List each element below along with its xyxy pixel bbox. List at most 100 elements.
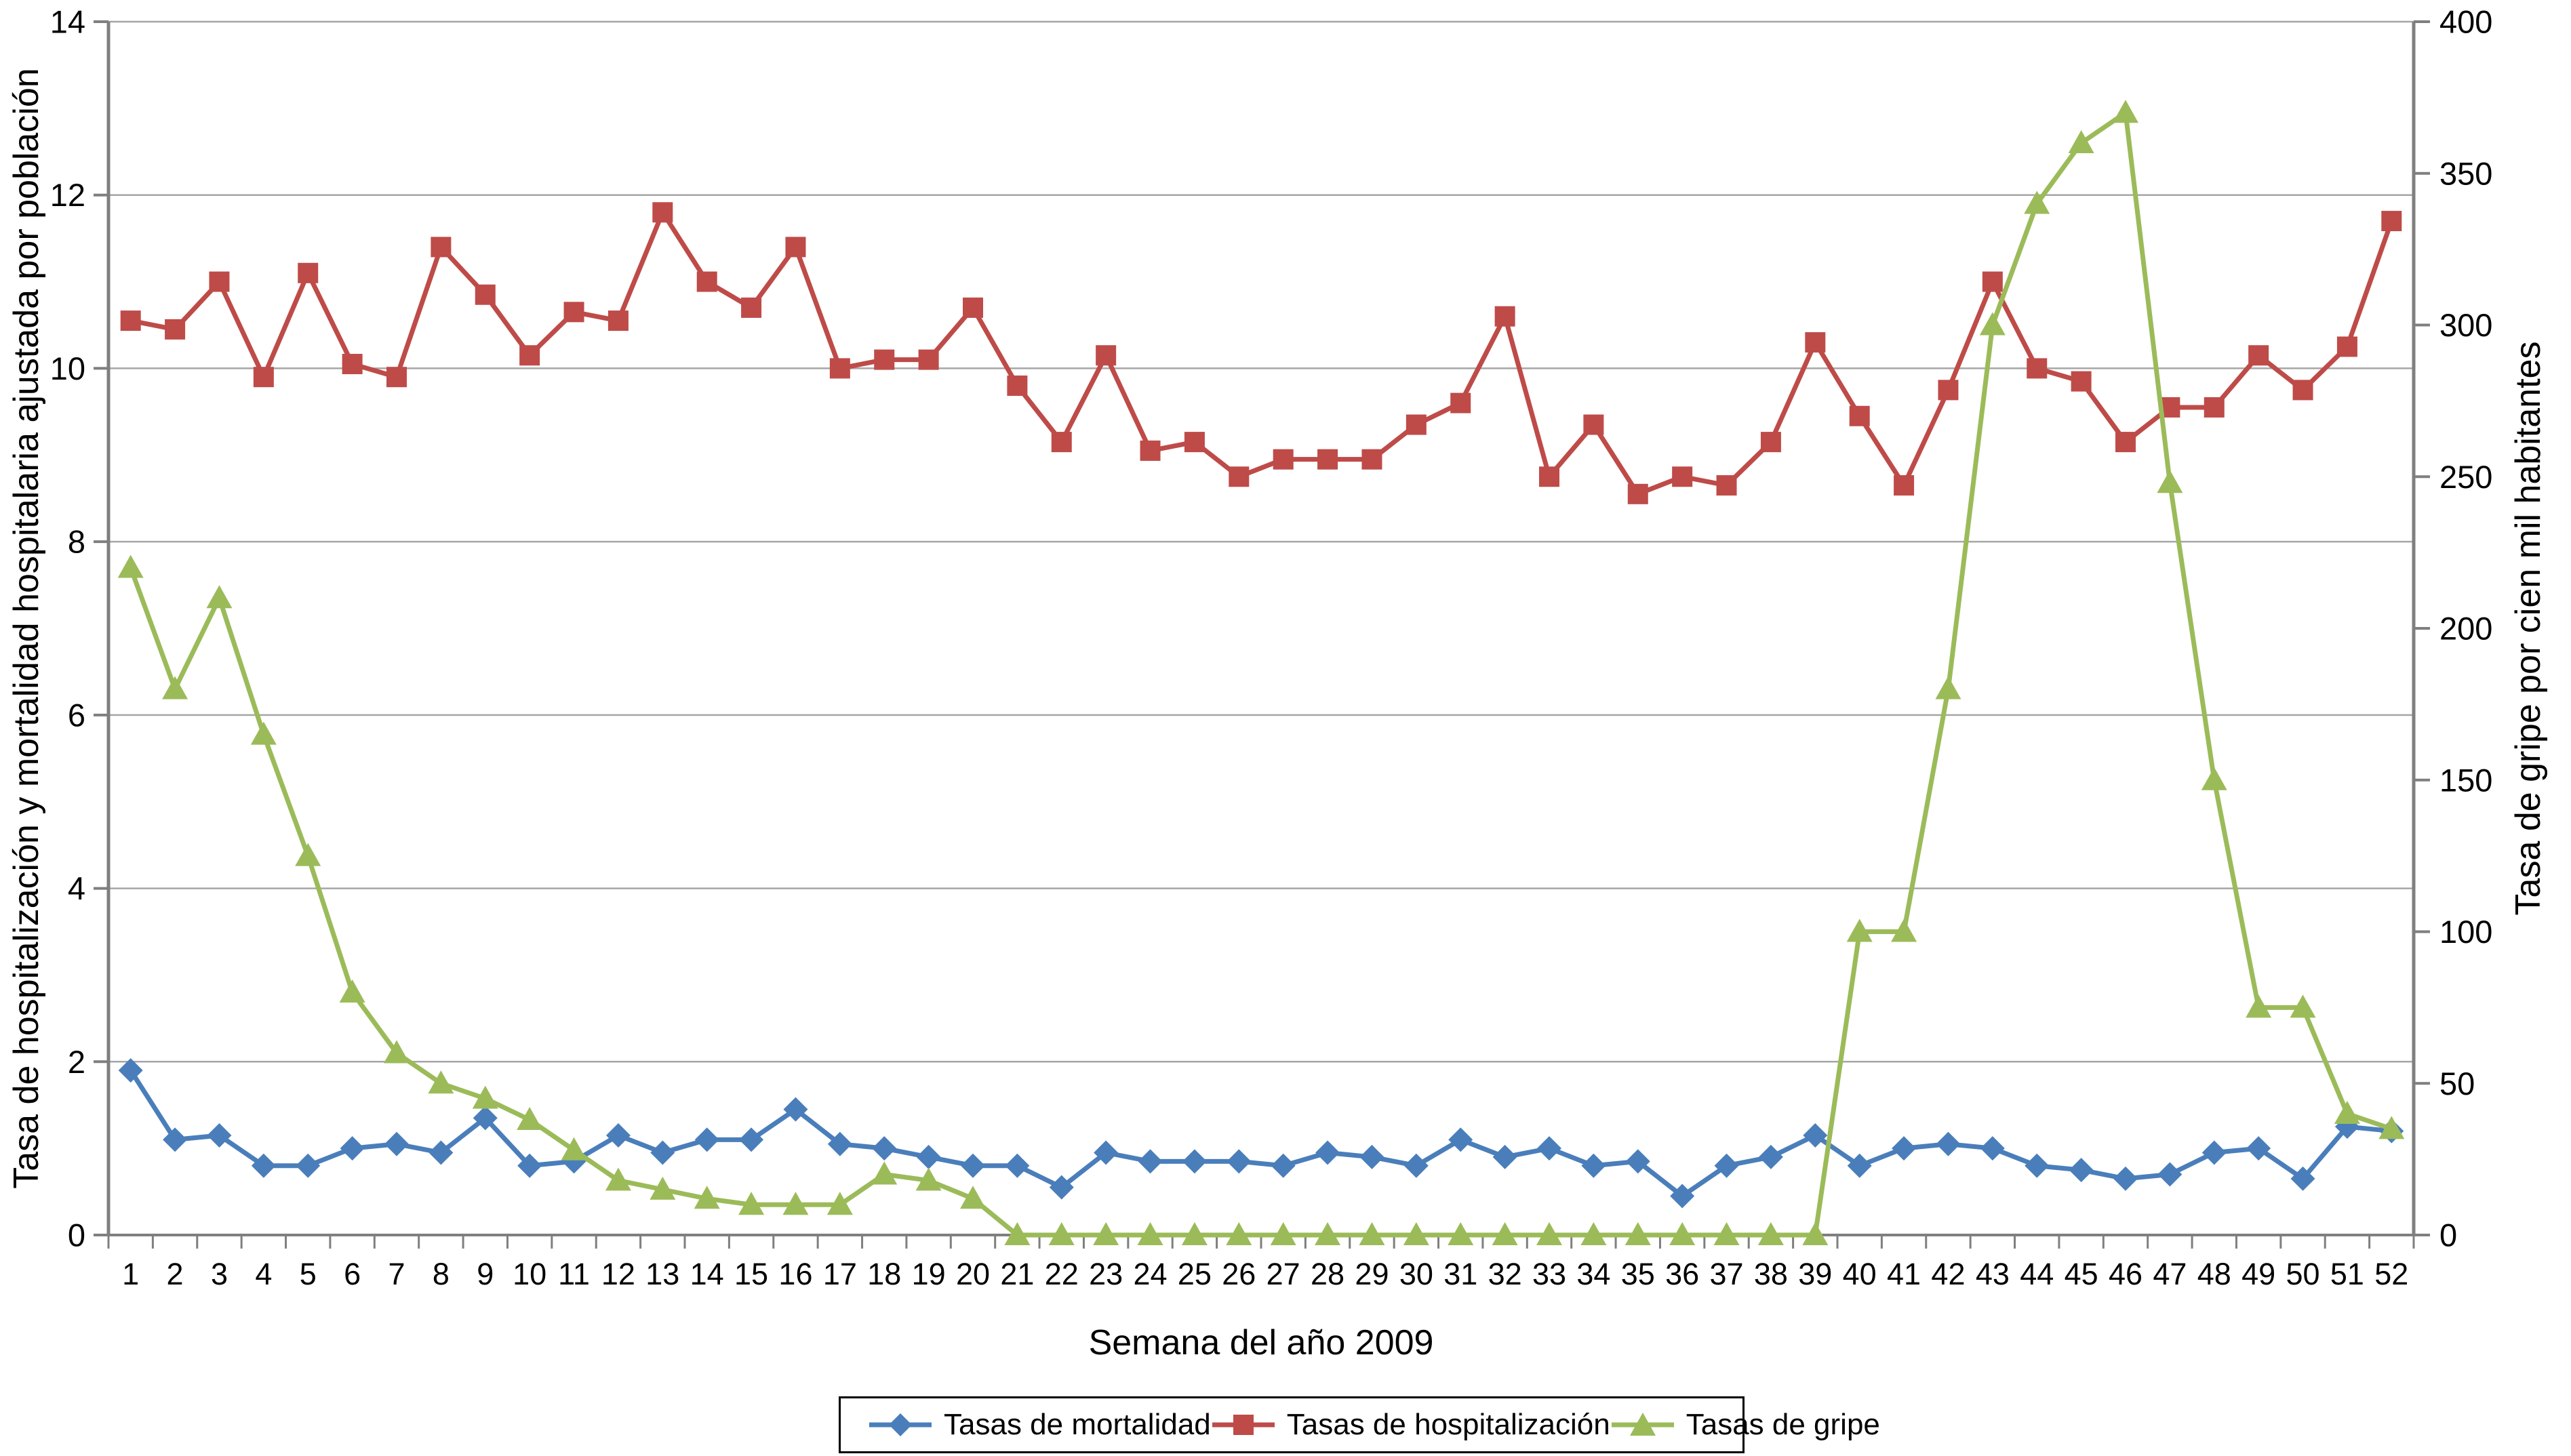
data-point-diamond-week-29: [1359, 1144, 1384, 1169]
data-point-triangle-week-34: [1580, 1222, 1607, 1245]
x-tick-label-week-32: 32: [1488, 1257, 1522, 1291]
x-tick-label-week-30: 30: [1399, 1257, 1433, 1291]
data-point-square-week-26: [1229, 466, 1250, 487]
x-tick-label-week-6: 6: [344, 1257, 361, 1291]
x-tick-label-week-14: 14: [690, 1257, 724, 1291]
data-point-triangle-week-24: [1137, 1222, 1163, 1245]
data-point-square-week-35: [1627, 483, 1648, 504]
data-point-diamond-week-20: [961, 1153, 985, 1178]
y-axis-title-left: Tasa de hospitalización y mortalidad hos…: [7, 68, 46, 1188]
series-tasas-de-gripe: [117, 100, 2405, 1245]
data-point-diamond-week-7: [384, 1131, 409, 1156]
data-point-square-week-45: [2071, 371, 2092, 392]
data-point-square-week-25: [1184, 432, 1205, 453]
data-point-square-week-30: [1406, 414, 1427, 435]
data-point-triangle-week-28: [1315, 1222, 1341, 1245]
data-point-triangle-week-33: [1536, 1222, 1562, 1245]
data-point-diamond-week-27: [1271, 1153, 1296, 1178]
data-point-diamond-week-48: [2201, 1140, 2227, 1165]
x-tick-label-week-3: 3: [211, 1257, 228, 1291]
data-point-triangle-week-20: [960, 1186, 986, 1209]
data-point-triangle-week-7: [384, 1040, 410, 1064]
y-right-tick-label-0: 0: [2439, 1217, 2457, 1253]
data-point-diamond-week-43: [1980, 1136, 2005, 1161]
y-right-tick-label-350: 350: [2439, 155, 2492, 191]
data-point-square-week-39: [1805, 332, 1826, 353]
x-tick-label-week-19: 19: [912, 1257, 946, 1291]
data-point-square-week-42: [1938, 380, 1959, 401]
data-point-triangle-week-3: [206, 585, 233, 609]
data-point-diamond-week-46: [2113, 1166, 2138, 1191]
data-point-triangle-week-16: [782, 1192, 809, 1215]
mortalidad-diamond-marker-icon: [869, 1413, 932, 1436]
data-point-square-week-36: [1672, 466, 1693, 487]
data-point-diamond-week-13: [650, 1140, 675, 1165]
data-point-square-week-16: [785, 237, 806, 258]
x-tick-label-week-20: 20: [956, 1257, 990, 1291]
data-point-triangle-week-1: [117, 554, 144, 578]
x-tick-label-week-4: 4: [255, 1257, 272, 1291]
data-point-square-week-10: [519, 345, 540, 366]
data-point-diamond-week-49: [2246, 1136, 2271, 1161]
y-left-tick-label-10: 10: [50, 350, 85, 386]
series-line: [128, 110, 2393, 1238]
data-point-diamond-week-30: [1403, 1153, 1429, 1178]
data-point-triangle-week-44: [2024, 190, 2050, 214]
x-tick-label-week-35: 35: [1621, 1257, 1655, 1291]
y-left-tick-label-8: 8: [68, 524, 85, 560]
data-point-diamond-week-3: [207, 1123, 232, 1148]
series-line: [128, 1069, 2392, 1198]
x-tick-label-week-23: 23: [1089, 1257, 1123, 1291]
x-tick-label-week-27: 27: [1267, 1257, 1300, 1291]
x-tick-label-week-44: 44: [2020, 1257, 2054, 1291]
data-point-diamond-week-32: [1492, 1144, 1517, 1169]
series-tasas-de-hospitalizaci-n: [120, 202, 2402, 504]
data-point-square-week-34: [1583, 414, 1604, 435]
data-point-triangle-week-13: [650, 1176, 676, 1200]
y-right-tick-label-300: 300: [2439, 307, 2492, 343]
data-point-diamond-week-37: [1714, 1153, 1739, 1178]
data-point-triangle-week-40: [1846, 918, 1873, 942]
x-tick-label-week-17: 17: [823, 1257, 857, 1291]
data-point-square-week-33: [1539, 466, 1559, 487]
data-point-square-week-9: [475, 284, 496, 305]
data-point-diamond-week-1: [118, 1058, 143, 1083]
x-tick-label-week-33: 33: [1532, 1257, 1566, 1291]
data-point-triangle-week-18: [871, 1161, 898, 1185]
data-point-triangle-week-6: [339, 979, 365, 1003]
x-tick-label-week-50: 50: [2286, 1257, 2320, 1291]
data-series: [117, 100, 2405, 1245]
data-point-triangle-week-8: [428, 1070, 454, 1094]
data-point-triangle-week-43: [1979, 312, 2006, 336]
data-point-square-week-13: [652, 202, 673, 223]
x-tick-label-week-11: 11: [558, 1257, 590, 1291]
data-point-triangle-week-27: [1270, 1222, 1296, 1245]
data-point-diamond-week-28: [1315, 1140, 1340, 1165]
data-point-square-week-17: [829, 358, 850, 379]
x-tick-label-week-26: 26: [1222, 1257, 1256, 1291]
data-point-diamond-week-26: [1227, 1149, 1252, 1174]
data-point-diamond-week-41: [1892, 1136, 1917, 1161]
axes: [94, 20, 2430, 1249]
x-tick-label-week-12: 12: [601, 1257, 635, 1291]
data-point-diamond-week-21: [1005, 1153, 1030, 1178]
x-tick-label-week-29: 29: [1355, 1257, 1389, 1291]
data-point-triangle-week-17: [826, 1192, 853, 1215]
data-point-triangle-week-39: [1802, 1222, 1829, 1245]
x-tick-label-week-37: 37: [1710, 1257, 1744, 1291]
data-point-triangle-week-52: [2378, 1116, 2405, 1139]
y-right-tick-label-100: 100: [2439, 914, 2492, 950]
data-point-square-week-19: [918, 349, 939, 370]
data-point-square-week-46: [2115, 432, 2136, 453]
data-point-triangle-week-5: [295, 843, 321, 866]
legend-label-gripe: Tasas de gripe: [1686, 1408, 1880, 1441]
data-point-square-week-49: [2248, 345, 2269, 366]
data-point-triangle-week-46: [2113, 100, 2138, 123]
data-point-diamond-week-19: [916, 1144, 941, 1169]
y-left-tick-label-0: 0: [68, 1217, 85, 1253]
x-tick-label-week-42: 42: [1931, 1257, 1965, 1291]
data-point-triangle-week-45: [2068, 130, 2094, 153]
data-point-diamond-week-14: [694, 1127, 719, 1152]
y-right-tick-label-250: 250: [2439, 459, 2492, 495]
